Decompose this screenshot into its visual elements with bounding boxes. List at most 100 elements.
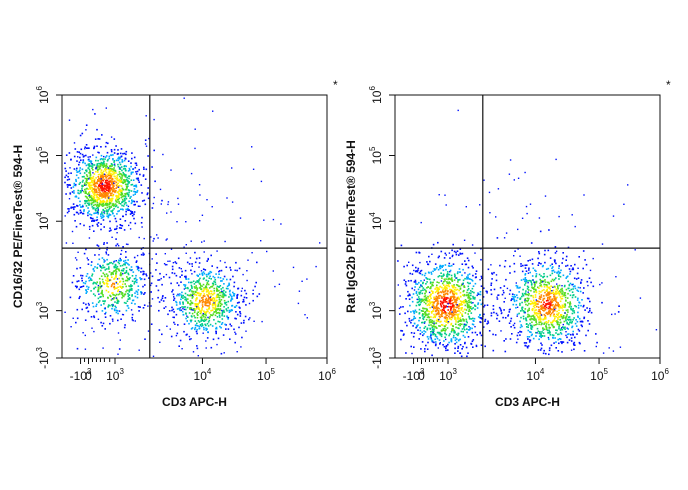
- event-dot: [122, 188, 124, 191]
- event-dot: [457, 334, 459, 337]
- event-dot: [450, 274, 453, 277]
- event-dot: [432, 308, 435, 310]
- event-dot: [301, 280, 303, 282]
- event-dot: [207, 289, 210, 291]
- event-dot: [98, 178, 101, 180]
- event-dot: [131, 157, 133, 160]
- event-dot: [245, 304, 247, 306]
- event-dot: [206, 288, 208, 290]
- event-dot: [434, 325, 437, 328]
- event-dot: [202, 319, 204, 322]
- event-dot: [91, 273, 94, 275]
- event-dot: [108, 200, 111, 203]
- event-dot: [519, 326, 522, 329]
- event-dot: [134, 193, 136, 195]
- event-dot: [189, 338, 191, 341]
- event-dot: [87, 207, 89, 209]
- event-dot: [475, 270, 478, 272]
- event-dot: [90, 184, 93, 187]
- event-dot: [463, 289, 465, 292]
- event-dot: [557, 302, 559, 304]
- event-dot: [493, 311, 495, 314]
- event-dot: [467, 274, 469, 276]
- event-dot: [560, 291, 562, 293]
- event-dot: [522, 315, 525, 318]
- event-dot: [87, 188, 90, 190]
- event-dot: [85, 280, 87, 283]
- event-dot: [95, 177, 97, 179]
- event-dot: [459, 287, 462, 290]
- event-dot: [136, 200, 138, 203]
- event-dot: [209, 293, 211, 295]
- event-dot: [540, 275, 542, 277]
- event-dot: [584, 309, 586, 311]
- event-dot: [458, 339, 460, 341]
- event-dot: [209, 299, 212, 302]
- event-dot: [191, 281, 193, 284]
- event-dot: [185, 299, 188, 302]
- event-dot: [108, 177, 111, 179]
- event-dot: [574, 322, 577, 325]
- event-dot: [115, 220, 118, 223]
- event-dot: [435, 286, 438, 289]
- event-dot: [224, 261, 226, 264]
- event-dot: [88, 225, 91, 228]
- event-dot: [462, 310, 464, 313]
- event-dot: [465, 206, 467, 208]
- event-dot: [228, 290, 231, 293]
- event-dot: [444, 252, 447, 255]
- event-dot: [619, 346, 622, 348]
- event-dot: [205, 301, 207, 303]
- event-dot: [254, 285, 256, 288]
- event-dot: [418, 338, 420, 340]
- event-dot: [454, 339, 457, 341]
- event-dot: [455, 301, 458, 304]
- event-dot: [540, 342, 542, 345]
- event-dot: [472, 339, 475, 341]
- event-dot: [88, 237, 91, 239]
- event-dot: [455, 314, 458, 316]
- event-dot: [94, 189, 96, 192]
- event-dot: [534, 269, 536, 272]
- event-dot: [117, 293, 120, 296]
- event-dot: [441, 290, 444, 292]
- event-dot: [234, 317, 236, 320]
- event-dot: [565, 334, 567, 337]
- event-dot: [121, 204, 123, 207]
- event-dot: [74, 206, 76, 208]
- event-dot: [525, 290, 527, 292]
- event-dot: [399, 295, 401, 297]
- event-dot: [422, 318, 425, 321]
- event-dot: [409, 294, 411, 297]
- event-dot: [98, 258, 101, 261]
- event-dot: [554, 315, 556, 318]
- event-dot: [80, 286, 83, 288]
- event-dot: [227, 328, 230, 330]
- event-dot: [112, 168, 115, 171]
- event-dot: [124, 158, 127, 160]
- event-dot: [223, 275, 226, 278]
- event-dot: [94, 294, 96, 297]
- event-dot: [125, 210, 127, 213]
- event-dot: [417, 329, 419, 331]
- event-dot: [82, 159, 85, 161]
- event-dot: [93, 281, 95, 284]
- event-dot: [158, 309, 160, 312]
- event-dot: [575, 305, 577, 308]
- event-dot: [122, 152, 124, 155]
- event-dot: [190, 293, 192, 296]
- event-dot: [205, 314, 207, 317]
- event-dot: [106, 200, 108, 203]
- event-dot: [457, 332, 460, 335]
- event-dot: [108, 208, 110, 211]
- event-dot: [548, 353, 550, 356]
- event-dot: [497, 188, 500, 190]
- event-dot: [122, 286, 124, 288]
- event-dot: [130, 179, 133, 181]
- event-dot: [192, 309, 194, 311]
- event-dot: [524, 299, 526, 301]
- event-dot: [465, 346, 468, 349]
- event-dot: [211, 206, 213, 208]
- event-dot: [441, 313, 443, 315]
- event-dot: [132, 200, 135, 202]
